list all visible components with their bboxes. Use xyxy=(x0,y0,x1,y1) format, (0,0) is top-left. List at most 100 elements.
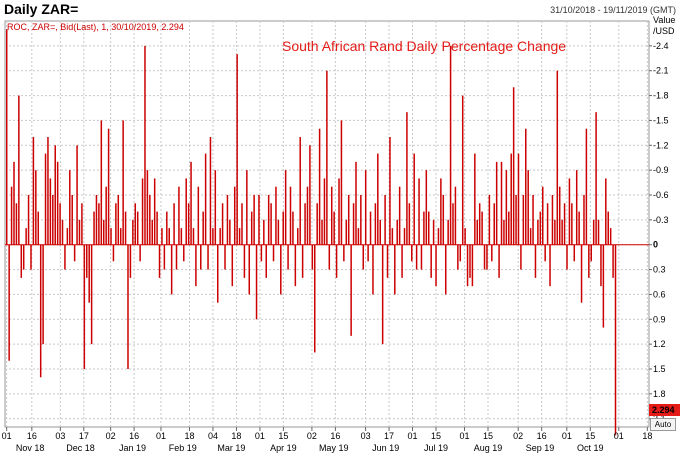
roc-bar xyxy=(66,228,69,245)
roc-bar xyxy=(83,244,86,369)
chart-window-title: Daily ZAR= xyxy=(4,1,79,17)
roc-bar xyxy=(153,178,156,245)
x-tick-label: 01 xyxy=(408,431,418,441)
roc-bar xyxy=(115,203,117,245)
x-tick-label: 15 xyxy=(278,431,288,441)
roc-bar xyxy=(76,145,78,245)
roc-bar xyxy=(158,244,161,278)
roc-bar xyxy=(614,244,617,436)
roc-bar xyxy=(408,203,411,245)
roc-bar xyxy=(406,112,408,245)
roc-bar xyxy=(338,178,340,245)
x-tick-label: 01 xyxy=(460,431,470,441)
auto-scale-button[interactable]: Auto xyxy=(650,418,676,431)
roc-bar xyxy=(394,244,396,295)
x-tick-label: 17 xyxy=(79,431,89,441)
x-tick-label: 03 xyxy=(55,431,65,441)
roc-bar xyxy=(209,137,212,245)
roc-bar xyxy=(139,244,141,262)
roc-bar xyxy=(166,211,168,245)
x-tick-label: 02 xyxy=(513,431,523,441)
roc-bar xyxy=(454,186,457,245)
roc-bar xyxy=(461,95,464,245)
roc-bar xyxy=(229,219,231,245)
series-legend: ROC, ZAR=, Bid(Last), 1, 30/10/2019, 2.2… xyxy=(7,22,184,32)
roc-bar xyxy=(355,161,357,245)
x-tick-label: 01 xyxy=(255,431,265,441)
roc-bar xyxy=(420,244,423,270)
roc-bar xyxy=(440,178,442,245)
roc-bar xyxy=(345,219,348,245)
x-tick-label: 18 xyxy=(231,431,241,441)
x-tick-label: 01 xyxy=(156,431,166,441)
roc-bar xyxy=(231,244,234,287)
x-month-label: Dec 18 xyxy=(66,443,95,453)
x-month-label: Jan 19 xyxy=(119,443,146,453)
roc-bar xyxy=(352,203,355,245)
roc-bar xyxy=(112,244,115,262)
roc-bar xyxy=(98,203,100,245)
roc-bar xyxy=(47,137,49,245)
x-month-label: May 19 xyxy=(319,443,349,453)
roc-bar xyxy=(13,161,15,245)
roc-bar xyxy=(398,186,401,245)
roc-bar xyxy=(173,203,175,245)
x-tick-label: 02 xyxy=(106,431,116,441)
chart-title: South African Rand Daily Percentage Chan… xyxy=(282,38,566,54)
roc-bar xyxy=(289,186,292,245)
roc-bar xyxy=(549,244,551,287)
roc-bar xyxy=(200,244,202,270)
roc-bar xyxy=(30,244,32,270)
roc-bar xyxy=(238,228,241,245)
roc-bar xyxy=(495,161,498,245)
roc-bar xyxy=(357,228,360,245)
roc-bar xyxy=(515,195,517,245)
roc-bar xyxy=(81,203,83,245)
roc-bar xyxy=(117,195,120,245)
roc-bar xyxy=(134,203,137,245)
roc-bar xyxy=(592,219,595,245)
roc-bar xyxy=(267,195,270,245)
roc-bar xyxy=(612,244,614,278)
roc-bar xyxy=(78,219,81,245)
y-tick-label: -0.6 xyxy=(653,190,669,200)
roc-bar xyxy=(216,244,219,303)
roc-bar xyxy=(54,145,56,245)
y-tick-label: -0.9 xyxy=(653,165,669,175)
y-tick-label: 1.2 xyxy=(653,339,666,349)
roc-bar xyxy=(469,244,471,278)
x-month-label: Mar 19 xyxy=(217,443,245,453)
roc-bar xyxy=(491,244,493,262)
roc-bar xyxy=(415,244,418,270)
roc-bar xyxy=(384,195,386,245)
roc-bar xyxy=(197,186,200,245)
roc-bar xyxy=(602,244,605,328)
roc-bar xyxy=(578,211,580,245)
roc-bar xyxy=(178,186,180,245)
roc-bar xyxy=(71,195,73,245)
y-tick-label: -1.2 xyxy=(653,140,669,150)
roc-bar xyxy=(253,195,255,245)
x-tick-label: 04 xyxy=(208,431,218,441)
roc-bar xyxy=(328,244,331,270)
roc-bar xyxy=(10,186,13,245)
roc-bar xyxy=(534,244,537,278)
roc-bar xyxy=(372,244,374,295)
roc-bar xyxy=(537,219,539,245)
x-tick-label: 17 xyxy=(384,431,394,441)
roc-bar xyxy=(478,203,481,245)
roc-bar xyxy=(471,244,474,287)
roc-bar xyxy=(360,195,362,245)
roc-bar xyxy=(299,137,301,245)
y-tick-label: -0.3 xyxy=(653,215,669,225)
y-tick-label: 0.9 xyxy=(653,314,666,324)
roc-bar xyxy=(510,153,512,245)
x-month-label: Sep 19 xyxy=(526,443,555,453)
roc-bar xyxy=(588,244,590,278)
roc-bar xyxy=(18,95,20,245)
x-tick-label: 15 xyxy=(431,431,441,441)
roc-bar xyxy=(401,244,403,278)
x-month-label: Apr 19 xyxy=(270,443,297,453)
roc-bar xyxy=(180,228,183,245)
roc-bar xyxy=(161,228,163,245)
